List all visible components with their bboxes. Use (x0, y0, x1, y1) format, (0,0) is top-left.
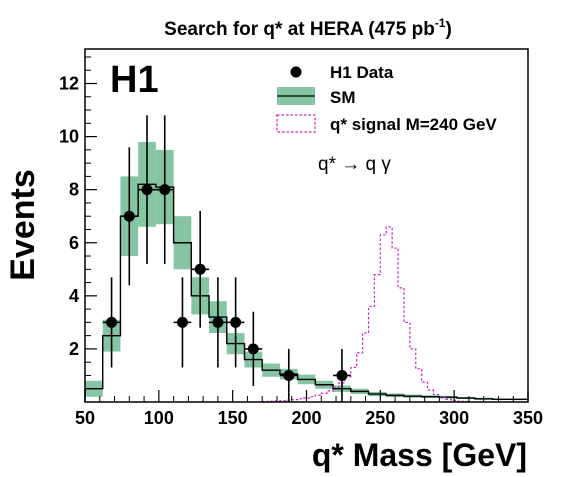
x-tick-label: 50 (75, 408, 95, 428)
y-tick-label: 2 (69, 339, 79, 359)
data-point (247, 343, 259, 355)
x-tick-label: 200 (291, 408, 321, 428)
x-tick-label: 150 (218, 408, 248, 428)
data-point (336, 369, 348, 381)
y-tick-label: 12 (59, 74, 79, 94)
data-point (176, 316, 188, 328)
process-label: q* → q γ (318, 154, 391, 175)
y-axis-label: Events (4, 169, 42, 281)
y-tick-label: 4 (69, 286, 79, 306)
chart-title: Search for q* at HERA (475 pb-1) (164, 16, 452, 40)
signal-histogram-line (261, 226, 470, 403)
data-point (283, 369, 295, 381)
chart-title-main: Search for q* at HERA (475 pb (164, 19, 435, 40)
legend-signal-label: q* signal M=240 GeV (330, 115, 497, 134)
data-point (141, 184, 153, 196)
y-tick-label: 8 (69, 180, 79, 200)
data-point (212, 316, 224, 328)
data-point (106, 316, 118, 328)
plot-area (84, 115, 528, 403)
x-axis-label: q* Mass [GeV] (312, 437, 527, 473)
chart-title-exponent: -1 (435, 16, 446, 30)
data-point (230, 316, 242, 328)
data-point (123, 210, 135, 222)
y-tick-label: 6 (69, 233, 79, 253)
legend-sm-label: SM (330, 88, 356, 107)
data-point (159, 184, 171, 196)
legend-data-marker (290, 66, 302, 78)
axis-ticks: 50 100 150 200 250 300 350 2 4 6 8 10 12 (59, 56, 543, 428)
experiment-badge: H1 (110, 59, 159, 101)
legend-signal-swatch (276, 114, 316, 133)
x-tick-label: 350 (513, 408, 543, 428)
x-tick-label: 100 (144, 408, 174, 428)
legend-data-label: H1 Data (330, 63, 394, 82)
legend: H1 Data SM q* signal M=240 GeV (276, 63, 497, 134)
y-tick-label: 10 (59, 127, 79, 147)
x-tick-label: 250 (365, 408, 395, 428)
data-point (194, 263, 206, 275)
x-tick-label: 300 (439, 408, 469, 428)
chart-title-close: ) (445, 19, 451, 40)
